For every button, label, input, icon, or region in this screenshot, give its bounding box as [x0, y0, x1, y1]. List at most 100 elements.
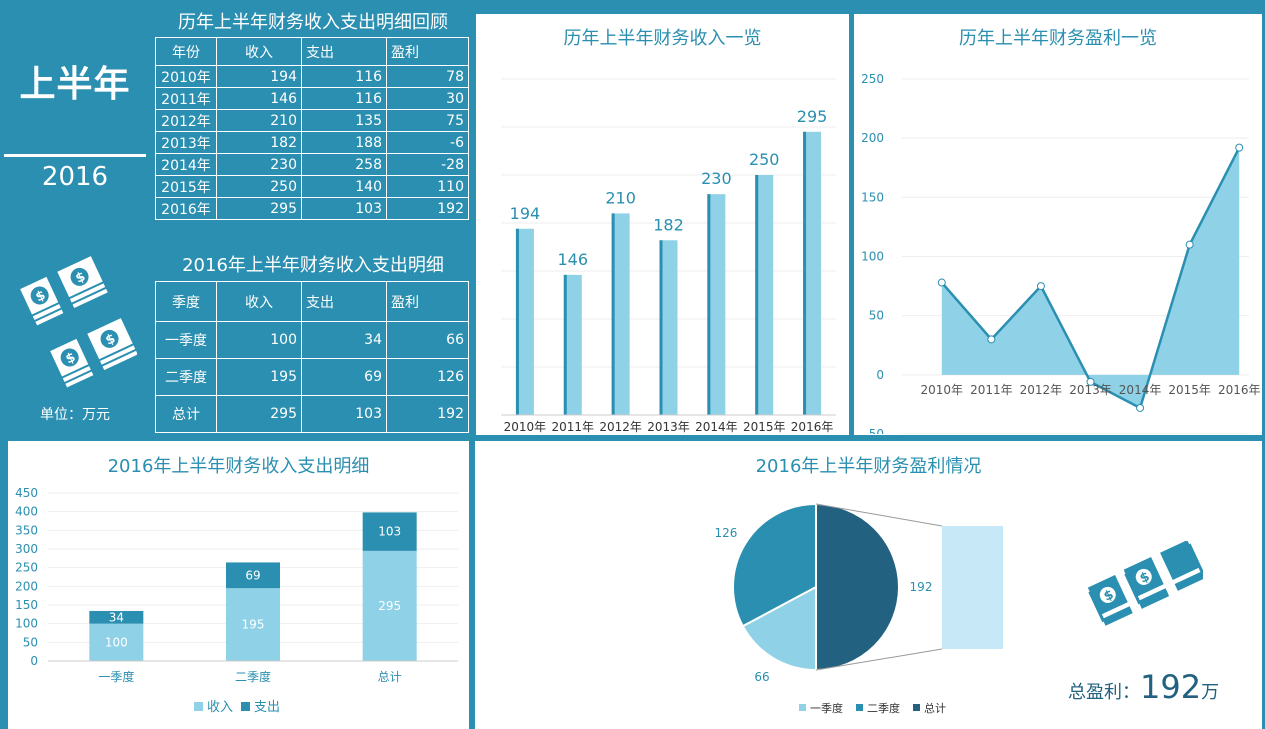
legend-swatch: [799, 704, 806, 711]
table-cell: 103: [301, 197, 387, 220]
connector-line: [815, 503, 943, 527]
bar: [563, 274, 582, 415]
table-row: 2010年 194 116 78: [155, 65, 469, 88]
total-profit-unit: 万: [1201, 682, 1220, 703]
table-row: 2015年 250 140 110: [155, 175, 469, 198]
table-cell: 2012年: [155, 109, 217, 132]
table-cell: 295: [216, 197, 302, 220]
x-tick-label: 2016年: [1218, 383, 1261, 397]
table-row: 二季度 195 69 126: [155, 358, 469, 396]
x-tick-label: 一季度: [98, 669, 134, 684]
y-tick-label: 0: [876, 368, 884, 382]
chart-title: 2016年上半年财务收入支出明细: [107, 456, 370, 477]
table-cell: 258: [301, 153, 387, 176]
table-cell: 二季度: [155, 358, 217, 396]
legend-label: 总计: [924, 701, 946, 715]
table-cell: 194: [216, 65, 302, 88]
total-profit-value: 192: [1140, 668, 1202, 706]
bar-edge: [611, 213, 615, 415]
legend-label: 收入: [207, 700, 233, 715]
data-label: 195: [242, 618, 265, 632]
detail-table: 季度 收入 支出 盈利 一季度 100 34 66 二季度 195 69 126 总计 295 10…: [155, 281, 469, 433]
y-tick-label: 150: [15, 598, 38, 612]
bar-edge: [755, 175, 759, 415]
x-tick-label: 2013年: [647, 420, 690, 434]
table-header: 年份: [155, 37, 217, 66]
history-table: 年份 收入 支出 盈利 2010年 194 116 78 2011年 146 116 30 20…: [155, 37, 469, 220]
table-cell: 66: [386, 321, 469, 359]
table-cell: 135: [301, 109, 387, 132]
table-header: 收入: [216, 37, 302, 66]
legend-label: 一季度: [810, 701, 843, 715]
data-label: 295: [378, 599, 401, 613]
table-cell: 2013年: [155, 131, 217, 154]
table-row: 2014年 230 258 -28: [155, 153, 469, 176]
data-point: [987, 335, 996, 344]
table-cell: 78: [386, 65, 469, 88]
table-row: 总计 295 103 192: [155, 395, 469, 433]
y-tick-label: 200: [15, 579, 38, 593]
table-cell: 140: [301, 175, 387, 198]
y-tick-label: 250: [861, 72, 884, 86]
table-cell: 2015年: [155, 175, 217, 198]
table-header: 盈利: [386, 281, 469, 322]
quarter-chart-panel: 2016年上半年财务收入支出明细 450 400 350 300 250 200 150 10…: [8, 441, 469, 729]
data-label: 100: [105, 635, 128, 649]
data-point: [1086, 377, 1095, 386]
bar: [707, 194, 726, 415]
bar-edge: [659, 240, 663, 415]
table-cell: 250: [216, 175, 302, 198]
money-stack-icon: $ $ $ $: [17, 253, 137, 391]
data-point: [1235, 143, 1244, 152]
chart-title: 历年上半年财务收入一览: [563, 28, 762, 49]
x-tick-label: 2012年: [1020, 383, 1063, 397]
table-header: 收入: [216, 281, 302, 322]
table-cell: 146: [216, 87, 302, 110]
y-tick-label: 50: [869, 309, 884, 323]
bar-expense: [226, 562, 280, 589]
table-cell: 2011年: [155, 87, 217, 110]
table-cell: 110: [386, 175, 469, 198]
table-header: 盈利: [386, 37, 469, 66]
data-point: [1136, 403, 1145, 412]
x-tick-label: 2014年: [695, 420, 738, 434]
secondary-bar: [942, 526, 1003, 649]
table-cell: 192: [386, 197, 469, 220]
bar-edge: [803, 131, 807, 416]
y-tick-label: 450: [15, 486, 38, 500]
table-cell: 69: [301, 358, 387, 396]
data-label: 230: [701, 169, 732, 188]
data-label: 66: [754, 670, 769, 684]
income-chart-panel: 历年上半年财务收入一览 194 2010年 146 2011年 210 2012年 182 2…: [476, 14, 849, 435]
x-tick-label: 2010年: [504, 420, 547, 434]
table-cell: 100: [216, 321, 302, 359]
x-tick-label: 2016年: [791, 420, 834, 434]
x-tick-label: 2011年: [970, 383, 1013, 397]
table-cell: 30: [386, 87, 469, 110]
y-tick-label: 0: [30, 654, 38, 668]
y-tick-label: 300: [15, 542, 38, 556]
table-row: 一季度 100 34 66: [155, 321, 469, 359]
connector-line: [815, 648, 943, 671]
table-cell: 2014年: [155, 153, 217, 176]
y-tick-label: 100: [15, 617, 38, 631]
profit-pie-chart: 192 66 126 一季度 二季度 总计: [714, 502, 1003, 715]
table-cell: -6: [386, 131, 469, 154]
table-cell: 210: [216, 109, 302, 132]
legend-swatch: [241, 702, 250, 711]
table-cell: 195: [216, 358, 302, 396]
data-label: 69: [245, 568, 260, 582]
data-label: 34: [109, 610, 124, 624]
pie-slice: [741, 585, 817, 672]
profit-area-chart: 250 200 150 100 50 0 -50 2010年 2011年 2012年 2013年 20…: [861, 72, 1261, 434]
table-cell: 75: [386, 109, 469, 132]
x-tick-label: 2015年: [1168, 383, 1211, 397]
table-cell: 188: [301, 131, 387, 154]
data-label: 146: [558, 250, 589, 269]
bar: [515, 228, 534, 415]
legend-swatch: [856, 704, 863, 711]
bar-edge: [563, 274, 567, 415]
data-label: 192: [910, 580, 933, 594]
table-cell: 103: [301, 395, 387, 433]
income-bar-chart: 194 2010年 146 2011年 210 2012年 182 2013年 230 2014年…: [501, 78, 836, 434]
